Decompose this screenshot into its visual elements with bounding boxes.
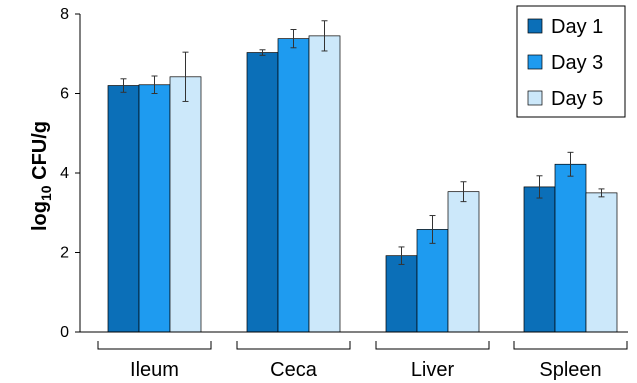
category-bracket: [513, 341, 628, 350]
y-axis-label-prefix: log: [29, 201, 51, 231]
legend-swatch: [527, 18, 543, 34]
bar-liver-day-3: [416, 229, 449, 333]
bar-ceca-day-3: [277, 38, 310, 333]
y-axis: 0 2 4 6 8: [60, 6, 81, 341]
legend-swatch: [527, 90, 543, 106]
bar-spleen-day-5: [585, 192, 618, 333]
x-category-label: Ileum: [130, 359, 179, 381]
bars: [107, 20, 618, 333]
x-category-label: Ceca: [270, 359, 318, 381]
bar-liver-day-5: [447, 191, 480, 333]
bar-ceca-day-5: [308, 35, 341, 333]
y-tick-label: 6: [60, 86, 69, 103]
category-bracket: [375, 341, 490, 350]
bar-ceca-day-1: [246, 52, 279, 333]
x-category-label: Liver: [411, 359, 455, 381]
bar-spleen-day-3: [554, 163, 587, 333]
legend-label: Day 1: [551, 16, 603, 38]
legend-swatch: [527, 54, 543, 70]
bar-ileum-day-3: [138, 84, 171, 333]
legend-label: Day 3: [551, 52, 603, 74]
bar-liver-day-1: [385, 255, 418, 333]
y-tick-label: 2: [60, 245, 69, 262]
y-axis-label-subscript: 10: [38, 185, 54, 201]
y-tick-label: 4: [60, 165, 69, 182]
x-axis: Ileum Ceca Liver Spleen: [80, 331, 628, 381]
y-axis-label-suffix: CFU/g: [29, 121, 51, 185]
legend-label: Day 5: [551, 88, 603, 110]
category-bracket: [236, 341, 351, 350]
x-category-label: Spleen: [539, 359, 601, 381]
y-axis-label: log10 CFU/g: [29, 121, 54, 231]
legend: Day 1 Day 3 Day 5: [516, 5, 626, 118]
y-tick-label: 8: [60, 6, 69, 23]
bar-spleen-day-1: [523, 186, 556, 333]
y-tick-label: 0: [60, 324, 69, 341]
bar-ileum-day-5: [169, 76, 202, 333]
bar-ileum-day-1: [107, 85, 140, 333]
category-bracket: [97, 341, 212, 350]
